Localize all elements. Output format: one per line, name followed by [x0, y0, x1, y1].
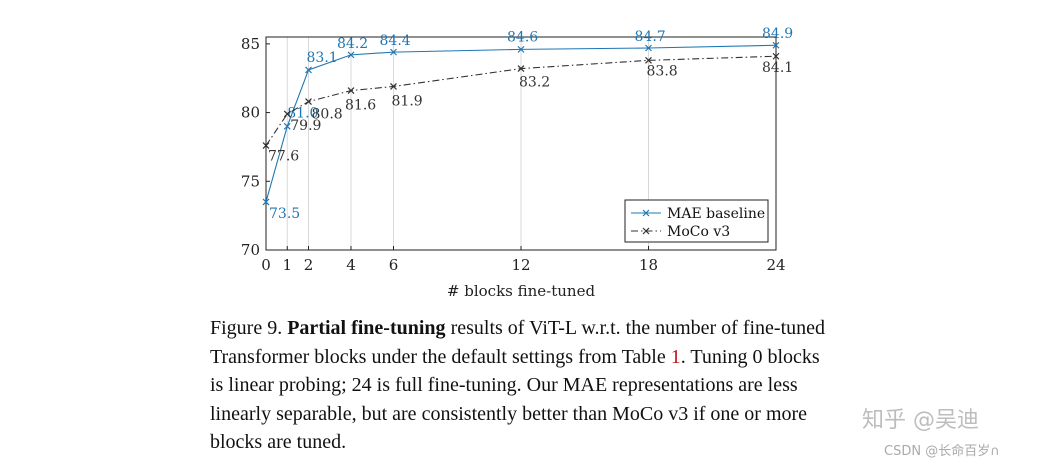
data-point [347, 87, 355, 95]
data-point [283, 110, 291, 118]
data-label: 84.1 [762, 60, 793, 76]
data-label: 81.9 [392, 93, 423, 109]
data-point [283, 122, 291, 130]
legend: MAE baseline MoCo v3 [624, 199, 769, 243]
data-point [305, 98, 312, 106]
data-point [262, 142, 270, 149]
data-point [645, 56, 652, 64]
data-point [390, 48, 397, 56]
series-line [265, 44, 777, 203]
caption-text-1: results of ViT-L w.r.t. the number of fi… [210, 317, 826, 368]
x-tick-label: 4 [346, 256, 356, 274]
series-layer: 73.581.083.184.2 84.4 84.6 84.7 84.977.679.9… [262, 26, 793, 222]
x-tick-label: 0 [261, 256, 271, 274]
x-tick-label: 6 [389, 256, 399, 274]
legend-label: MAE baseline [667, 206, 765, 222]
data-label: 73.5 [269, 206, 300, 222]
legend-box [624, 199, 769, 243]
x-tick-label: 2 [304, 256, 314, 274]
data-label: 81.6 [345, 98, 376, 114]
data-point [305, 66, 312, 74]
y-tick-label: 75 [241, 172, 260, 190]
grid [265, 37, 777, 250]
y-tick-label: 80 [241, 104, 260, 122]
caption-figure-label: Figure 9. [210, 317, 283, 339]
figure-caption: Figure 9. Partial fine-tuning results of… [210, 314, 830, 457]
legend-swatch-marker [642, 227, 650, 235]
caption-text-2: . Tuning 0 blocks is linear probing; 24 … [210, 345, 820, 454]
data-point [390, 83, 397, 90]
data-point [262, 198, 270, 206]
x-tick-label: 18 [639, 256, 658, 274]
data-label: 84.7 [635, 29, 666, 45]
data-label: 83.1 [307, 50, 338, 66]
data-label: 84.2 [337, 36, 368, 52]
legend-label: MoCo v3 [667, 224, 730, 240]
data-label: 84.6 [507, 29, 538, 45]
legend-swatch-marker [642, 209, 650, 217]
data-label: 84.4 [380, 33, 411, 49]
y-tick-label: 85 [241, 35, 260, 53]
x-tick-label: 24 [766, 256, 785, 274]
y-tick-label: 70 [241, 241, 260, 259]
watermark-csdn: CSDN @长命百岁∩ [884, 444, 1000, 459]
data-point [517, 65, 525, 73]
x-tick-label: 1 [282, 256, 292, 274]
x-axis-label: # blocks fine-tuned [447, 282, 596, 300]
data-label: 77.6 [268, 149, 299, 165]
x-tick-label: 12 [511, 256, 530, 274]
data-point [772, 41, 780, 49]
data-label: 83.8 [647, 63, 678, 79]
data-label: 79.9 [290, 118, 321, 134]
data-label: 83.2 [519, 75, 550, 91]
series-moco-v3: 77.6 79.980.881.6 81.9 83.2 83.8 84.1 [262, 52, 793, 165]
data-label: 84.9 [762, 26, 793, 42]
data-label: 80.8 [312, 107, 343, 123]
caption-bold-title: Partial fine-tuning [287, 317, 446, 339]
watermark-zhihu: 知乎 @吴迪 [862, 408, 979, 433]
data-point [517, 45, 525, 53]
caption-table-ref[interactable]: 1 [670, 345, 681, 368]
data-point [347, 51, 355, 59]
series-mae-baseline: 73.581.083.184.2 84.4 84.6 84.7 84.9 [262, 26, 793, 222]
data-point [645, 44, 652, 52]
data-point [772, 52, 780, 60]
